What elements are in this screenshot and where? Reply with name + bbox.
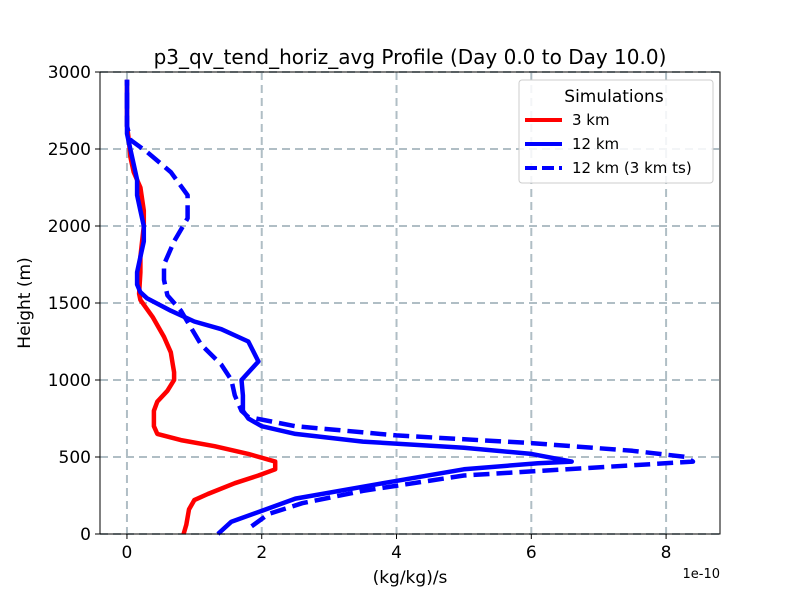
series-line-3-km [124,79,278,535]
y-tick-label: 1500 [48,294,91,314]
legend-label-3km: 3 km [572,111,610,129]
x-ticks: 0 2 4 6 8 [122,534,672,563]
series-lines [124,79,696,536]
x-tick-label: 4 [391,543,402,563]
legend-label-12km-3kmts: 12 km (3 km ts) [572,159,692,177]
series-line-12-km-3-km-ts [124,79,696,529]
y-tick-label: 2000 [48,217,91,237]
series-line-12-km [124,79,574,536]
y-tick-label: 1000 [48,371,91,391]
legend-title: Simulations [564,87,664,107]
y-tick-label: 500 [59,448,91,468]
y-tick-label: 2500 [48,140,91,160]
y-ticks: 0 500 1000 1500 2000 2500 3000 [48,63,100,545]
legend-box [518,79,714,184]
chart-title: p3_qv_tend_horiz_avg Profile (Day 0.0 to… [154,45,667,69]
y-tick-label: 3000 [48,63,91,83]
x-axis-label: (kg/kg)/s [373,568,448,588]
x-tick-label: 6 [526,543,537,563]
x-tick-label: 2 [256,543,267,563]
x-tick-label: 0 [122,543,133,563]
y-axis-label: Height (m) [15,257,35,348]
legend: Simulations 3 km 12 km 12 km (3 km ts) [518,79,714,184]
legend-label-12km: 12 km [572,135,619,153]
x-tick-label: 8 [661,543,672,563]
y-tick-label: 0 [80,525,91,545]
x-multiplier-label: 1e-10 [682,567,720,582]
